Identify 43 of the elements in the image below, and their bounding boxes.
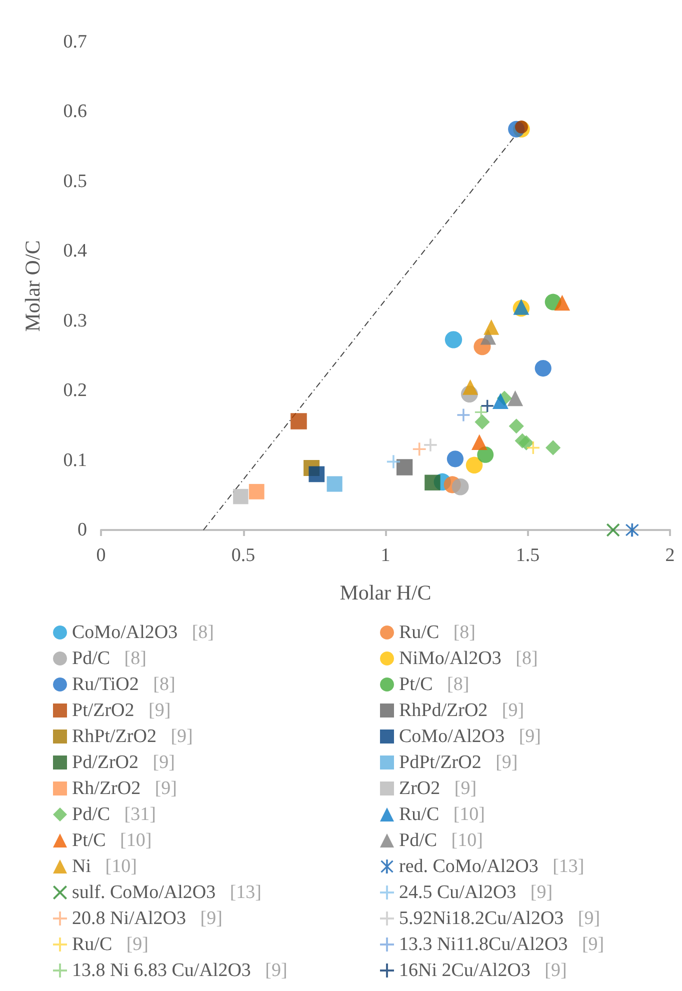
x-tick-label: 1.5 [516, 545, 540, 566]
legend-label: Pd/C [8] [72, 648, 146, 669]
legend-label: Pd/ZrO2 [9] [72, 752, 175, 773]
legend-label: PdPt/ZrO2 [9] [399, 752, 518, 773]
legend-label: 5.92Ni18.2Cu/Al2O3 [9] [399, 908, 600, 929]
legend-label: red. CoMo/Al2O3 [13] [399, 856, 584, 877]
y-tick-label: 0 [78, 520, 87, 540]
y-tick-label: 0.1 [63, 450, 87, 471]
legend-label: Pt/ZrO2 [9] [72, 700, 171, 721]
x-axis-title: Molar H/C [340, 580, 432, 604]
legend-label: Ru/TiO2 [8] [72, 674, 176, 695]
x-tick-label: 0.5 [231, 545, 256, 566]
legend-label: Pt/C [8] [399, 674, 470, 695]
legend-label: Pd/C [31] [72, 804, 156, 825]
x-tick-label: 2 [665, 545, 675, 566]
y-tick-label: 0.6 [63, 101, 87, 122]
legend-label: Ru/C [8] [399, 622, 476, 643]
legend-label: NiMo/Al2O3 [8] [399, 648, 538, 669]
y-tick-label: 0.3 [63, 310, 87, 332]
legend-label: CoMo/Al2O3 [9] [399, 726, 541, 747]
y-axis-title: Molar O/C [20, 240, 44, 332]
legend-label: ZrO2 [9] [399, 778, 477, 799]
legend-label: Rh/ZrO2 [9] [72, 778, 178, 799]
y-tick-label: 0.5 [63, 170, 87, 192]
x-tick-label: 0 [96, 545, 106, 566]
y-tick-label: 0.4 [63, 240, 88, 262]
legend-label: Pt/C [10] [72, 830, 152, 851]
legend-label: 13.8 Ni 6.83 Cu/Al2O3 [9] [72, 960, 288, 981]
y-tick-label: 0.7 [63, 32, 87, 52]
legend-label: 24.5 Cu/Al2O3 [9] [399, 882, 553, 903]
legend-label: RhPd/ZrO2 [9] [399, 700, 524, 721]
legend-label: Pd/C [10] [399, 830, 483, 851]
legend-label: 13.3 Ni11.8Cu/Al2O3 [9] [399, 934, 604, 955]
legend-label: CoMo/Al2O3 [8] [72, 622, 214, 643]
x-tick-label: 1 [380, 545, 390, 566]
legend-label: Ru/C [10] [399, 804, 486, 825]
legend-label: sulf. CoMo/Al2O3 [13] [72, 882, 262, 903]
legend-label: Ru/C [9] [72, 934, 149, 955]
y-tick-label: 0.2 [63, 380, 87, 402]
legend-label: RhPt/ZrO2 [9] [72, 726, 193, 747]
legend-label: 20.8 Ni/Al2O3 [9] [72, 908, 222, 929]
legend-label: Ni [10] [72, 856, 137, 877]
legend-label: 16Ni 2Cu/Al2O3 [9] [399, 960, 567, 981]
